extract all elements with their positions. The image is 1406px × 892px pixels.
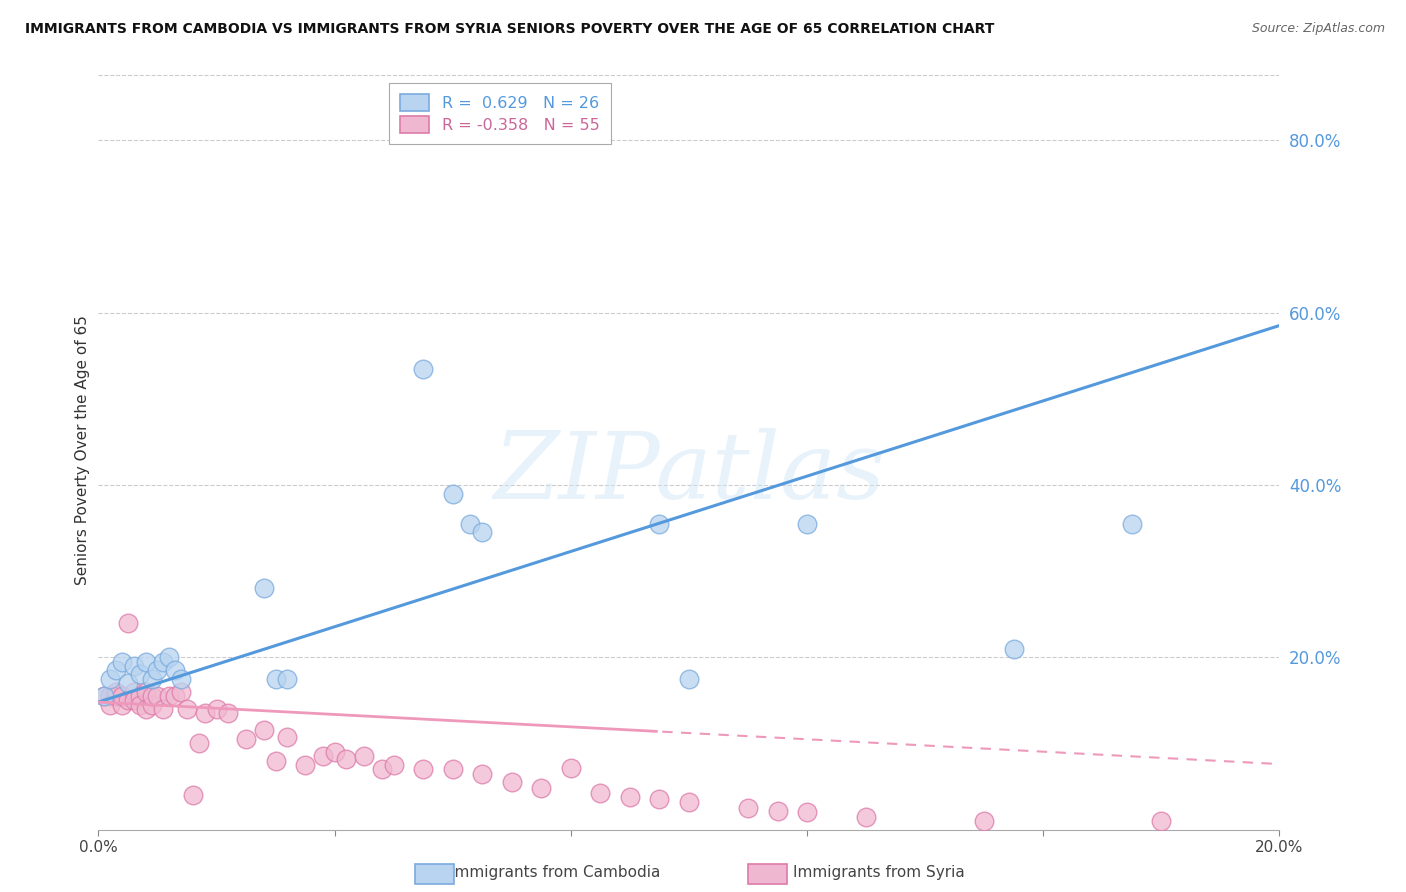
Point — [98, 672, 121, 686]
Point — [855, 810, 877, 824]
Legend: R =  0.629   N = 26, R = -0.358   N = 55: R = 0.629 N = 26, R = -0.358 N = 55 — [389, 83, 610, 145]
Point — [530, 781, 553, 796]
Point — [678, 795, 700, 809]
Point — [276, 672, 298, 686]
Point — [122, 693, 145, 707]
Point — [181, 788, 204, 802]
Point — [323, 745, 346, 759]
Point — [589, 786, 612, 800]
Point — [105, 663, 128, 677]
Point — [235, 732, 257, 747]
Point — [146, 689, 169, 703]
Point — [176, 702, 198, 716]
Point — [187, 736, 209, 750]
Point — [335, 752, 357, 766]
Point — [111, 689, 134, 703]
Text: ZIPatlas: ZIPatlas — [494, 428, 884, 518]
Point — [165, 663, 187, 677]
Point — [93, 689, 115, 703]
Point — [135, 655, 157, 669]
Point — [501, 775, 523, 789]
Point — [128, 698, 150, 712]
Point — [98, 698, 121, 712]
Point — [412, 762, 434, 776]
Point — [253, 723, 276, 738]
Point — [648, 516, 671, 531]
Point — [264, 672, 287, 686]
Y-axis label: Seniors Poverty Over the Age of 65: Seniors Poverty Over the Age of 65 — [75, 316, 90, 585]
Point — [276, 730, 298, 744]
Point — [128, 667, 150, 681]
Point — [111, 698, 134, 712]
Point — [170, 672, 193, 686]
Point — [122, 658, 145, 673]
Point — [105, 684, 128, 698]
Point — [98, 689, 121, 703]
Point — [796, 805, 818, 820]
Point — [165, 689, 187, 703]
Point — [141, 698, 163, 712]
Point — [412, 361, 434, 376]
Point — [170, 684, 193, 698]
Point — [264, 754, 287, 768]
Point — [194, 706, 217, 721]
Point — [141, 672, 163, 686]
Point — [105, 689, 128, 703]
Point — [146, 663, 169, 677]
Point — [1121, 516, 1143, 531]
Point — [253, 582, 276, 596]
Point — [117, 615, 139, 630]
Point — [796, 516, 818, 531]
Point — [157, 650, 180, 665]
Point — [353, 749, 375, 764]
Point — [471, 766, 494, 780]
Text: IMMIGRANTS FROM CAMBODIA VS IMMIGRANTS FROM SYRIA SENIORS POVERTY OVER THE AGE O: IMMIGRANTS FROM CAMBODIA VS IMMIGRANTS F… — [25, 22, 994, 37]
Point — [122, 684, 145, 698]
Point — [93, 689, 115, 703]
Point — [382, 758, 405, 772]
Point — [205, 702, 228, 716]
Point — [117, 676, 139, 690]
Point — [141, 689, 163, 703]
Point — [471, 525, 494, 540]
Point — [619, 789, 641, 804]
Point — [152, 702, 174, 716]
Text: Immigrants from Syria: Immigrants from Syria — [793, 865, 965, 880]
Point — [1002, 641, 1025, 656]
Point — [371, 762, 394, 776]
Point — [648, 792, 671, 806]
Point — [312, 749, 335, 764]
Point — [678, 672, 700, 686]
Point — [560, 760, 582, 774]
Point — [117, 693, 139, 707]
Text: Source: ZipAtlas.com: Source: ZipAtlas.com — [1251, 22, 1385, 36]
Point — [111, 655, 134, 669]
Point — [973, 814, 995, 828]
Point — [135, 684, 157, 698]
Point — [737, 801, 759, 815]
Point — [217, 706, 239, 721]
Point — [766, 804, 789, 818]
Point — [135, 702, 157, 716]
Point — [294, 758, 316, 772]
Point — [152, 655, 174, 669]
Point — [1150, 814, 1173, 828]
Text: Immigrants from Cambodia: Immigrants from Cambodia — [450, 865, 661, 880]
Point — [460, 516, 482, 531]
Point — [441, 762, 464, 776]
Point — [128, 689, 150, 703]
Point — [441, 486, 464, 500]
Point — [157, 689, 180, 703]
